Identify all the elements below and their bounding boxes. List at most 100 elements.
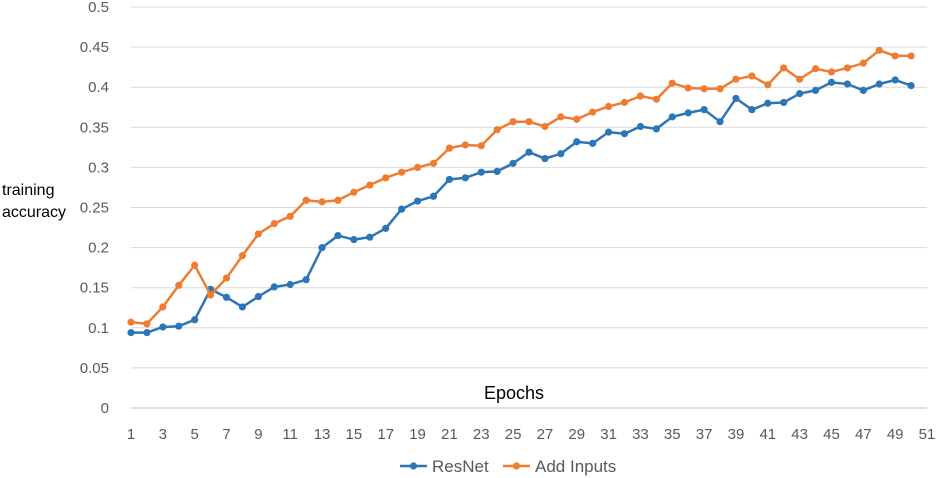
data-point bbox=[780, 64, 788, 72]
data-point bbox=[286, 212, 294, 220]
x-tick-label: 7 bbox=[222, 426, 230, 443]
data-point bbox=[700, 106, 708, 114]
data-point bbox=[525, 118, 533, 126]
data-point bbox=[429, 159, 438, 167]
y-tick-label: 0.2 bbox=[88, 240, 109, 257]
x-tick-label: 37 bbox=[696, 426, 713, 443]
data-point bbox=[875, 80, 883, 88]
data-point bbox=[652, 125, 660, 133]
data-point bbox=[382, 224, 390, 232]
data-point bbox=[334, 231, 342, 240]
data-point bbox=[859, 86, 867, 95]
data-point bbox=[891, 76, 899, 84]
y-tick-label: 0.5 bbox=[88, 0, 109, 16]
data-point bbox=[509, 159, 517, 167]
y-tick-label: 0.3 bbox=[88, 159, 109, 176]
x-tick-label: 5 bbox=[191, 426, 199, 443]
legend-item: Add Inputs bbox=[503, 457, 616, 476]
data-point bbox=[811, 86, 820, 95]
data-point bbox=[366, 233, 374, 241]
x-tick-label: 3 bbox=[159, 426, 167, 443]
data-point bbox=[238, 303, 247, 311]
data-point bbox=[636, 122, 645, 131]
data-point bbox=[382, 174, 390, 182]
data-point bbox=[509, 118, 517, 126]
data-point bbox=[143, 329, 151, 337]
x-tick-label: 35 bbox=[664, 426, 681, 443]
data-point bbox=[557, 150, 565, 158]
x-tick-label: 29 bbox=[568, 426, 585, 443]
data-point bbox=[302, 196, 310, 204]
y-tick-label: 0.35 bbox=[80, 119, 109, 136]
data-point bbox=[668, 113, 676, 121]
series-line bbox=[131, 78, 912, 334]
data-point bbox=[700, 85, 708, 93]
x-tick-label: 43 bbox=[791, 426, 808, 443]
data-point bbox=[764, 81, 772, 89]
x-tick-label: 39 bbox=[728, 426, 745, 443]
x-tick-label: 11 bbox=[282, 426, 298, 443]
data-point bbox=[207, 291, 215, 299]
data-point bbox=[652, 95, 660, 103]
data-point bbox=[557, 113, 565, 121]
data-point bbox=[764, 99, 772, 107]
data-point bbox=[413, 163, 422, 171]
x-tick-label: 47 bbox=[855, 426, 872, 443]
series-lines bbox=[127, 46, 915, 337]
data-point bbox=[334, 196, 342, 204]
data-point bbox=[222, 293, 231, 301]
data-point bbox=[620, 130, 629, 138]
x-axis-title: Epochs bbox=[484, 383, 544, 403]
x-tick-label: 25 bbox=[505, 426, 522, 443]
data-point bbox=[175, 281, 183, 289]
data-point bbox=[620, 98, 629, 107]
x-tick-label: 13 bbox=[314, 426, 331, 443]
data-point bbox=[684, 109, 692, 117]
data-point bbox=[143, 320, 151, 328]
data-point bbox=[605, 102, 613, 111]
data-point bbox=[748, 72, 756, 80]
data-point bbox=[286, 280, 294, 289]
data-point bbox=[254, 230, 262, 238]
data-point bbox=[573, 115, 581, 123]
x-tick-label: 21 bbox=[441, 426, 458, 443]
data-point bbox=[589, 108, 597, 116]
data-point bbox=[254, 292, 262, 301]
data-point bbox=[525, 148, 533, 156]
data-point bbox=[366, 181, 374, 189]
y-axis-label-line1: training bbox=[2, 182, 54, 199]
y-tick-label: 0.25 bbox=[80, 200, 109, 217]
data-point bbox=[907, 81, 915, 90]
data-point bbox=[127, 318, 135, 326]
y-axis-label-line2: accuracy bbox=[2, 204, 66, 221]
x-tick-label: 51 bbox=[919, 426, 936, 443]
data-point bbox=[541, 154, 549, 163]
data-point bbox=[159, 323, 167, 331]
x-tick-label: 45 bbox=[823, 426, 840, 443]
data-point bbox=[732, 75, 740, 83]
data-point bbox=[891, 52, 899, 60]
data-point bbox=[270, 219, 278, 228]
x-tick-label: 41 bbox=[759, 426, 776, 443]
y-tick-label: 0.15 bbox=[80, 280, 109, 297]
data-point bbox=[413, 197, 422, 205]
data-point bbox=[398, 168, 406, 176]
data-point bbox=[175, 322, 183, 330]
data-point bbox=[780, 98, 788, 107]
x-tick-label: 19 bbox=[409, 426, 426, 443]
legend-label: ResNet bbox=[432, 457, 489, 476]
data-point bbox=[493, 126, 501, 134]
x-tick-label: 49 bbox=[887, 426, 904, 443]
data-point bbox=[191, 316, 199, 324]
data-point bbox=[748, 106, 756, 114]
data-point bbox=[605, 128, 613, 136]
x-tick-label: 9 bbox=[254, 426, 262, 443]
data-point bbox=[875, 46, 883, 54]
data-point bbox=[589, 139, 597, 147]
data-point bbox=[318, 198, 326, 206]
x-tick-label: 23 bbox=[473, 426, 490, 443]
data-point bbox=[668, 79, 676, 87]
data-point bbox=[732, 94, 740, 103]
data-point bbox=[811, 65, 820, 73]
